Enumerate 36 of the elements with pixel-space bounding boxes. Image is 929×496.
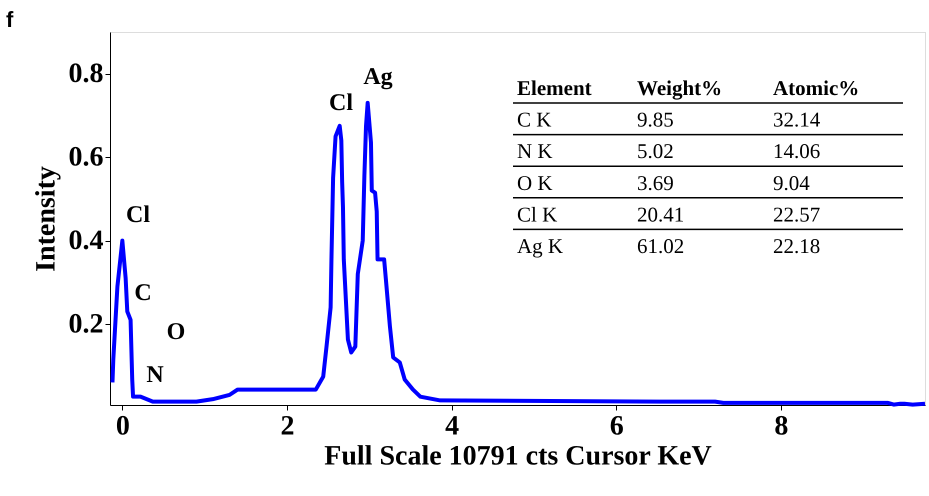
annotation: 9.04: [773, 170, 810, 195]
x-tick-label: 0: [116, 410, 130, 442]
x-tick-label: 8: [774, 410, 788, 442]
annotation: Ag: [363, 64, 393, 90]
annotation: O K: [517, 170, 553, 195]
annotation: 61.02: [637, 234, 684, 258]
annotation: N: [146, 362, 164, 388]
x-tick-label: 2: [280, 410, 294, 442]
x-axis-title: Full Scale 10791 cts Cursor KeV: [324, 440, 712, 472]
annotation: 22.18: [773, 234, 820, 258]
annotation: Atomic%: [773, 76, 860, 100]
annotation: Cl: [126, 202, 150, 228]
annotation: N K: [517, 139, 553, 164]
y-tick-label: 0.4: [68, 225, 104, 256]
annotation: 3.69: [637, 170, 674, 195]
annotation: 5.02: [637, 139, 674, 164]
annotation: O: [166, 319, 186, 345]
y-tick-label: 0.8: [68, 58, 104, 90]
annotation: Weight%: [637, 76, 722, 100]
annotation: 32.14: [773, 108, 821, 132]
y-tick-label: 0.2: [68, 308, 104, 340]
annotation: C K: [517, 108, 552, 132]
annotation: 22.57: [773, 202, 820, 226]
text: f: [6, 7, 14, 32]
y-axis-title: Intensity: [30, 166, 62, 272]
annotation: Cl K: [517, 202, 558, 226]
annotation: Cl: [329, 90, 354, 116]
annotation: Ag K: [517, 234, 564, 258]
annotation: 9.85: [637, 108, 674, 132]
x-tick-label: 4: [445, 410, 460, 442]
annotation: Element: [517, 76, 592, 100]
y-tick-label: 0.6: [68, 142, 104, 173]
annotation: 20.41: [637, 202, 684, 226]
annotation: 14.06: [773, 139, 820, 164]
x-tick-label: 6: [610, 410, 624, 442]
annotation: C: [134, 280, 152, 306]
